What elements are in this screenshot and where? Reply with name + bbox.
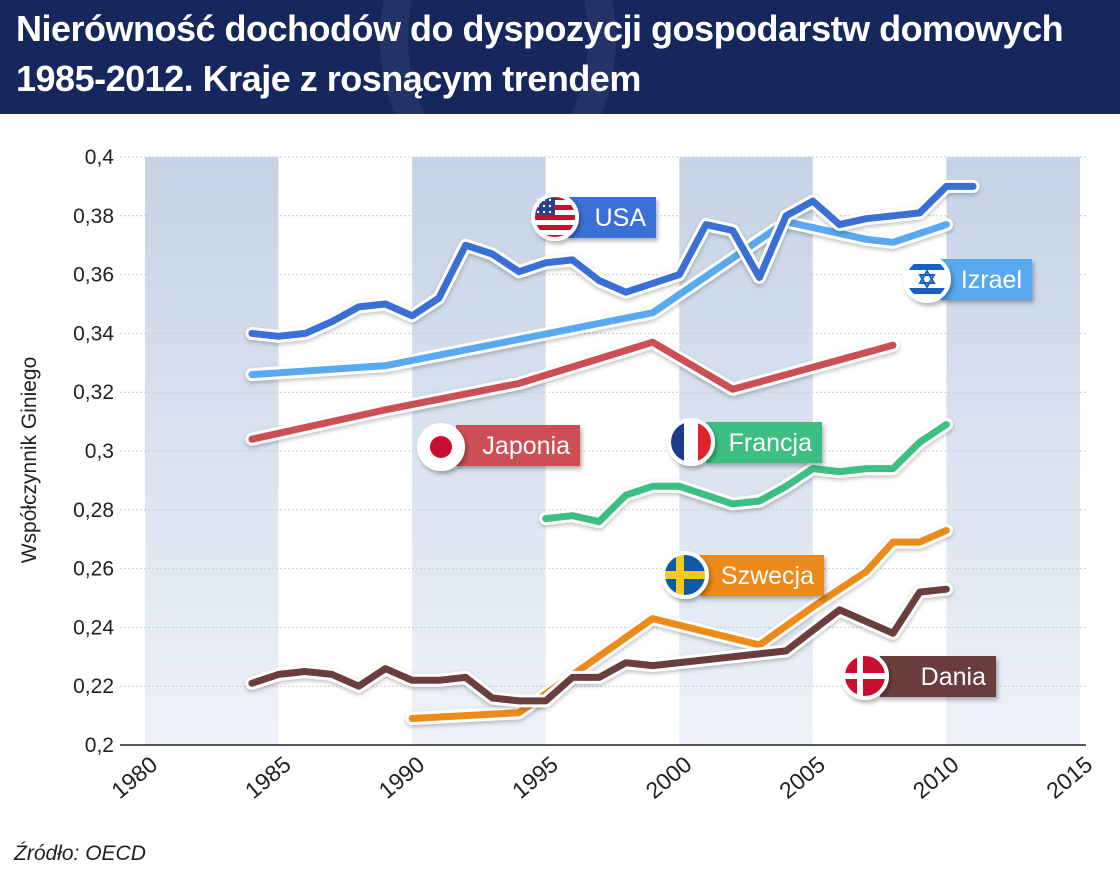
gini-line-chart: 0,2 0,22 0,24 0,26 0,28 0,3 0,32 0,34 0,36 0,38 0,… — [18, 146, 1097, 804]
star-of-david-part — [918, 274, 936, 289]
series-line-japonia — [248, 338, 897, 443]
flag-stripe — [533, 230, 577, 235]
y-tick-label: 0,3 — [85, 440, 114, 463]
y-tick-label: 0,2 — [85, 734, 114, 757]
y-tick-label: 0,4 — [85, 146, 115, 169]
flag-band — [684, 420, 698, 464]
y-tick-label: 0,34 — [73, 322, 114, 345]
sweden-flag-icon — [661, 551, 709, 599]
series-labels: USA Izrael Japonia Francja Szwecja Dania — [417, 193, 1032, 700]
label-box-szwecja — [700, 555, 824, 596]
flag-cross — [676, 553, 684, 597]
y-axis-ticks: 0,2 0,22 0,24 0,26 0,28 0,3 0,32 0,34 0,36 0,38 0,… — [73, 146, 114, 757]
denmark-flag-icon — [841, 652, 889, 700]
x-tick-label: 1995 — [507, 751, 563, 804]
series-label-szwecja: Szwecja — [721, 562, 814, 590]
series-label-japonia: Japonia — [482, 432, 570, 460]
flag-cross — [843, 673, 887, 679]
y-tick-label: 0,26 — [73, 558, 114, 581]
y-tick-label: 0,22 — [73, 675, 114, 698]
flag-star — [548, 210, 552, 214]
y-axis-label: Współczynnik Giniego — [18, 357, 41, 564]
label-box-izrael — [940, 259, 1032, 300]
flag-ring — [841, 652, 889, 700]
japan-flag-icon — [417, 423, 465, 471]
flag-stripe — [905, 264, 949, 270]
flag-stripe — [905, 288, 949, 294]
label-box-dania — [880, 656, 996, 697]
flag-star — [548, 198, 552, 202]
chart-title-line-1: Nierówność dochodów do dyspozycji gospod… — [16, 8, 1064, 49]
x-tick-label: 1985 — [240, 751, 296, 804]
series-label-francja: Francja — [729, 429, 812, 457]
flag-stripe — [533, 225, 577, 230]
x-tick-label: 2010 — [908, 751, 964, 804]
label-box-japonia — [456, 425, 580, 466]
series-line-francja — [542, 421, 950, 526]
flag-ring — [531, 193, 579, 241]
flag-ring — [667, 418, 715, 466]
flag-ring — [417, 423, 465, 471]
y-tick-label: 0,38 — [73, 205, 114, 228]
label-box-francja — [706, 422, 822, 463]
star-of-david-part — [918, 269, 936, 284]
x-axis-ticks: 1980 1985 1990 1995 2000 2005 2010 2015 — [106, 751, 1097, 804]
x-tick-label: 1990 — [373, 751, 429, 804]
x-tick-label: 1980 — [106, 751, 162, 804]
y-tick-label: 0,24 — [73, 616, 114, 639]
y-tick-label: 0,28 — [73, 499, 114, 522]
israel-flag-icon — [903, 255, 951, 303]
flag-star — [548, 204, 552, 208]
source-note: Źródło: OECD — [14, 842, 146, 865]
x-tick-label: 2015 — [1041, 751, 1097, 804]
flag-cross — [857, 654, 863, 698]
series-label-usa: USA — [595, 204, 647, 232]
series-lines — [245, 179, 980, 725]
x-tick-label: 2005 — [774, 751, 830, 804]
y-tick-label: 0,36 — [73, 264, 114, 287]
series-line-dania — [248, 585, 950, 705]
flag-ring — [661, 551, 709, 599]
flag-star — [542, 204, 546, 208]
usa-flag-icon — [531, 193, 579, 241]
flag-stripe — [533, 215, 577, 220]
flag-stripe — [533, 220, 577, 225]
label-box-usa — [568, 197, 656, 238]
background-swoosh — [380, 0, 616, 114]
flag-star — [536, 210, 540, 214]
flag-star — [542, 210, 546, 214]
series-label-izrael: Izrael — [961, 266, 1022, 294]
y-tick-label: 0,32 — [73, 381, 114, 404]
x-tick-label: 2000 — [641, 751, 697, 804]
series-label-dania: Dania — [921, 663, 986, 691]
flag-cross — [663, 571, 707, 579]
flag-ring — [903, 255, 951, 303]
france-flag-icon — [667, 418, 715, 466]
title-banner: Nierówność dochodów do dyspozycji gospod… — [0, 0, 1120, 114]
series-line-usa — [248, 182, 977, 340]
chart-title-line-2: 1985-2012. Kraje z rosnącym trendem — [16, 58, 641, 99]
flag-sun — [430, 436, 452, 458]
